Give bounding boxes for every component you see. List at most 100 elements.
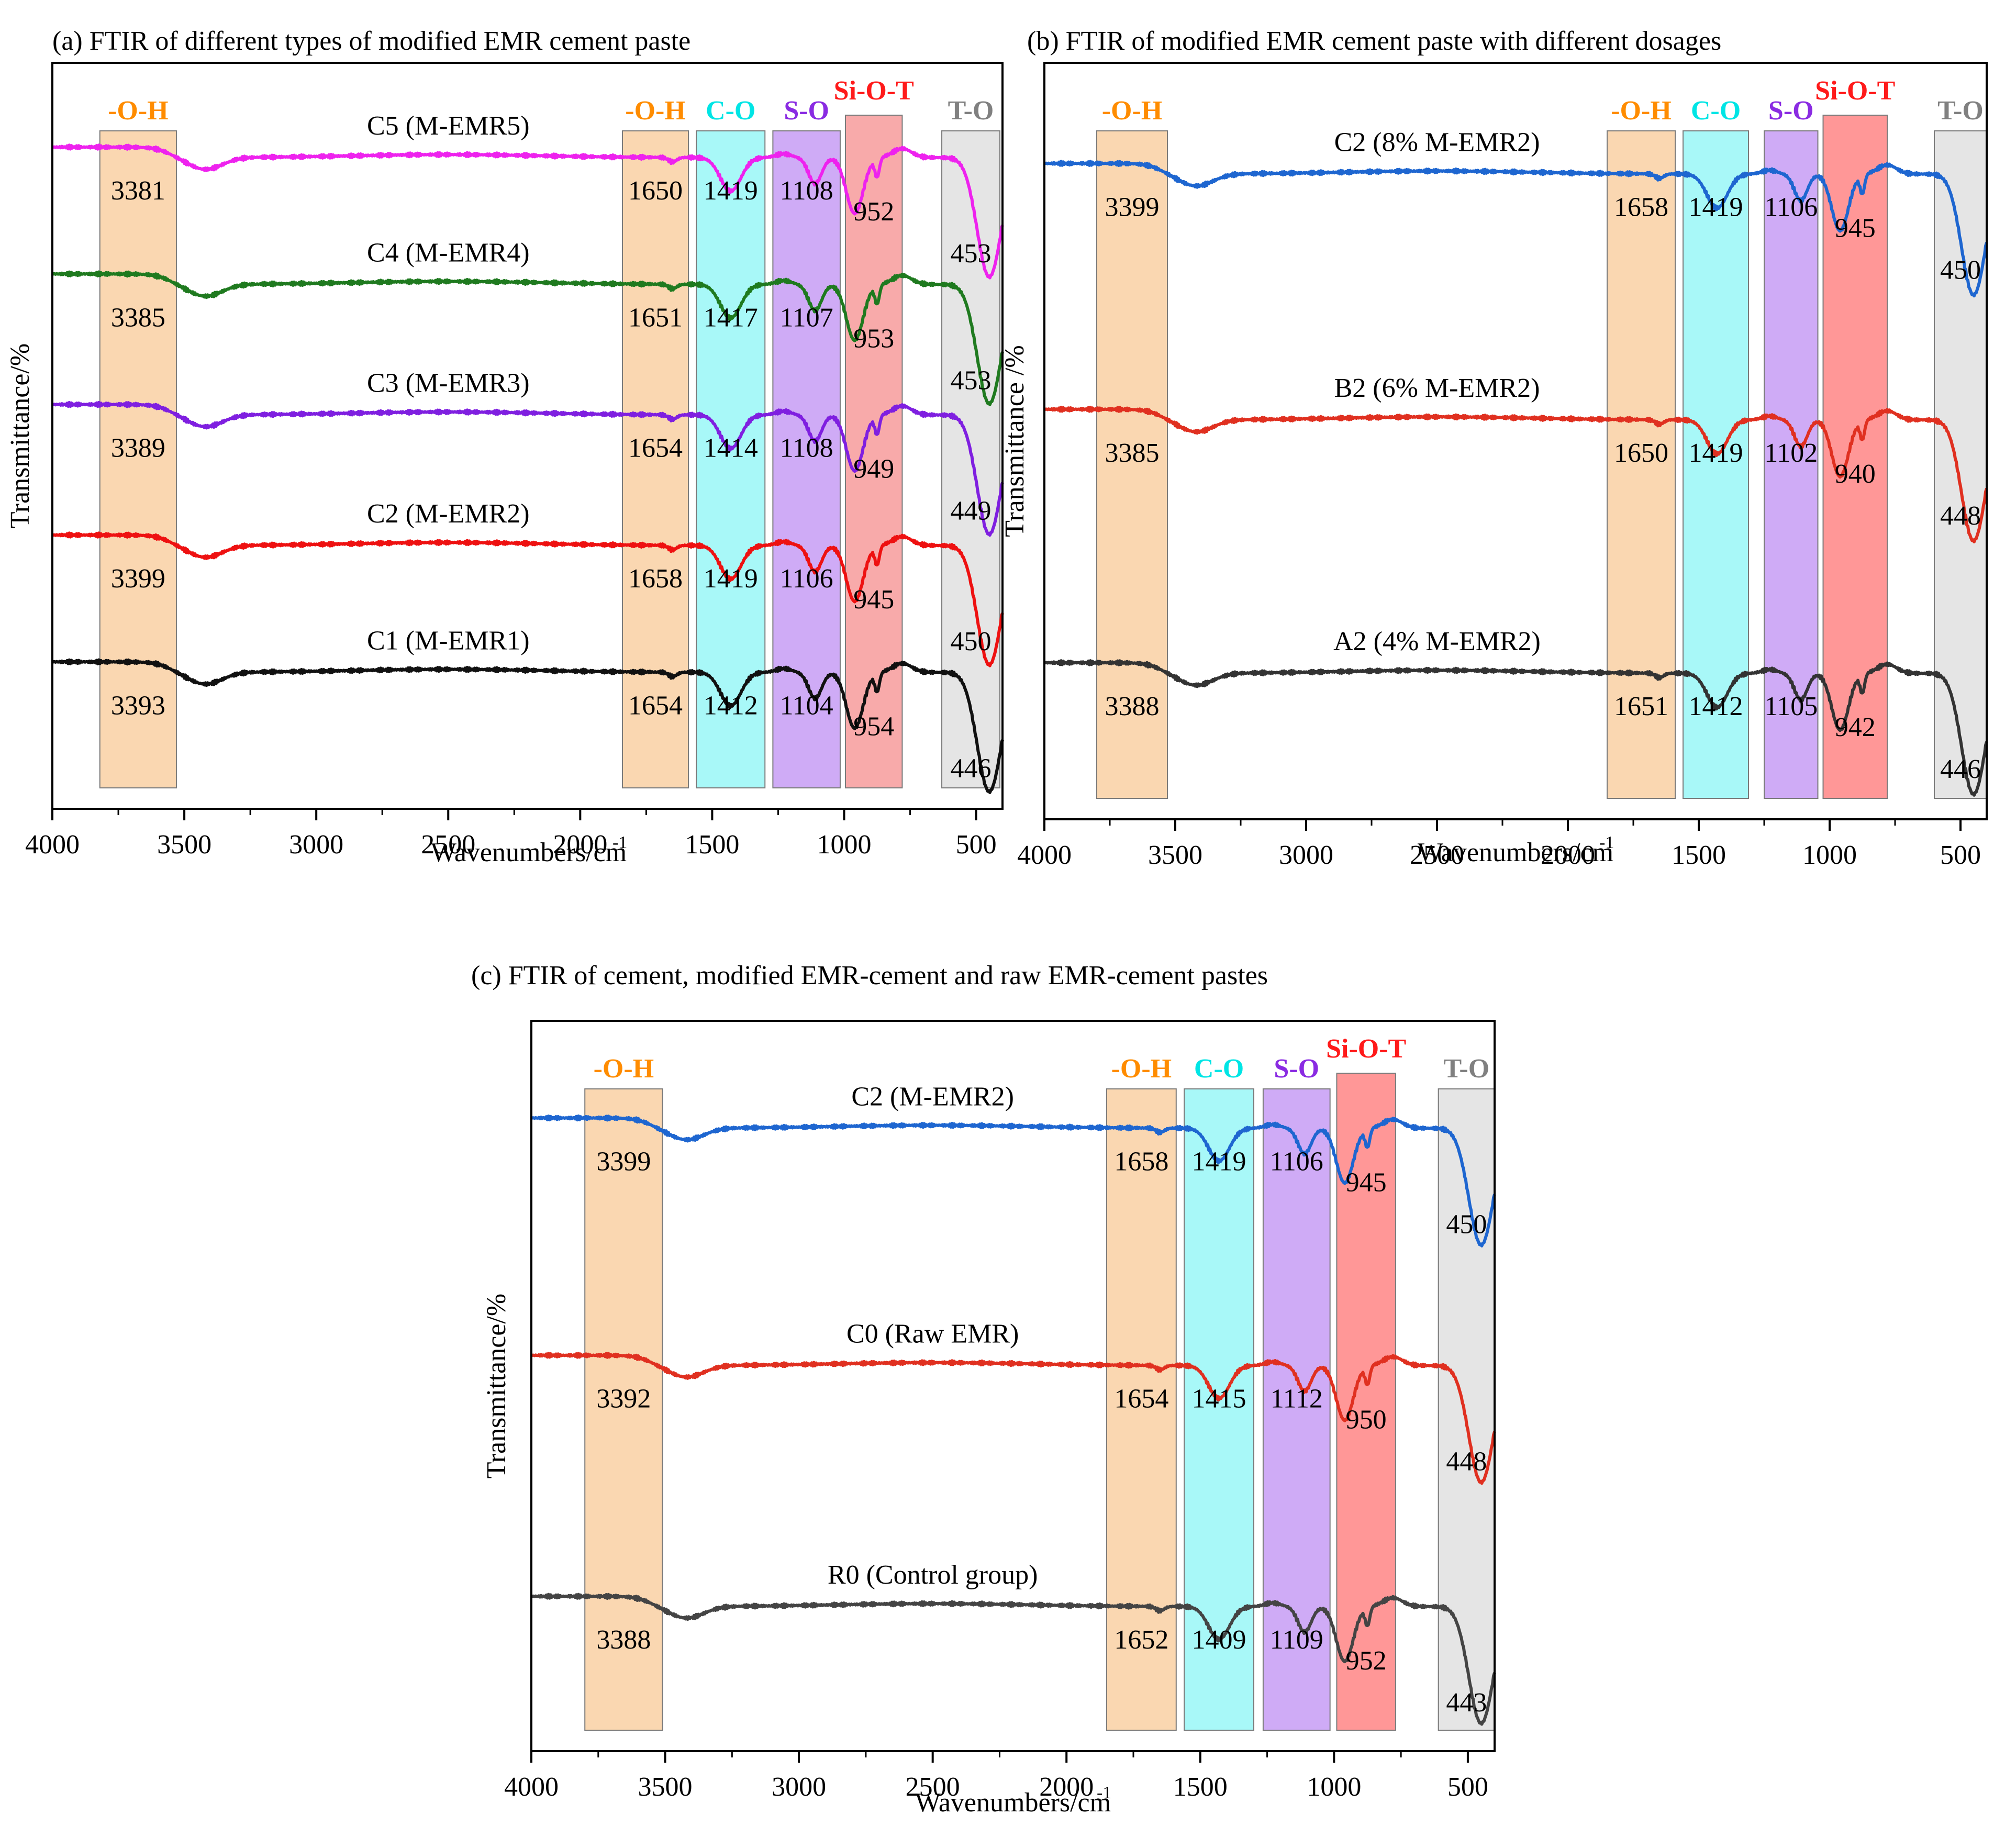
panel-c-chart: -O-H -O-H C-O S-OSi-O-T T-O C2 (M-EMR2) 3399 16…: [471, 961, 1496, 1818]
peak-label-4-5: 446: [951, 753, 992, 783]
x-tick-label-4: 2000: [1541, 840, 1595, 870]
x-tick-label-6: 1000: [817, 830, 872, 860]
panel-a-chart: -O-H -O-H C-O S-OSi-O-T T-O C5 (M-EMR5) 3381 16…: [5, 26, 1004, 867]
peak-label-0-4: 952: [853, 197, 894, 227]
band-co-2: [1184, 1088, 1254, 1731]
band-label-1: -O-H: [625, 96, 686, 126]
y-axis-title: Transmittance/%: [482, 1294, 511, 1478]
band-label-3: S-O: [1274, 1054, 1319, 1084]
x-axis-title: Wavenumbers/cm: [1418, 838, 1613, 867]
y-axis-title: Transmittance /%: [1000, 345, 1030, 537]
x-tick-label-3: 2500: [906, 1772, 960, 1802]
peak-label-1-5: 453: [951, 365, 992, 395]
band-siot-4: [845, 115, 903, 788]
band-label-3: S-O: [1768, 96, 1814, 126]
series-line-2: [1043, 659, 1988, 797]
plot-frame: [51, 62, 1004, 810]
peak-label-0-0: 3399: [596, 1146, 651, 1176]
band-label-4: Si-O-T: [1815, 76, 1895, 106]
peak-label-2-5: 443: [1446, 1688, 1487, 1718]
peak-label-4-4: 954: [853, 711, 894, 741]
peak-label-2-2: 1409: [1192, 1625, 1246, 1655]
band-label-2: C-O: [1691, 96, 1741, 126]
peak-label-1-1: 1651: [628, 303, 683, 332]
series-line-2: [530, 1593, 1496, 1726]
band-label-1: -O-H: [1611, 96, 1672, 126]
peak-label-0-3: 1106: [1270, 1146, 1323, 1176]
peak-label-1-5: 448: [1940, 501, 1981, 531]
x-tick-label-3: 2500: [1410, 840, 1464, 870]
x-axis-title-superscript: -1: [1599, 833, 1614, 852]
peak-label-3-0: 3399: [111, 564, 165, 594]
band-to-5: [1934, 130, 1987, 799]
peak-label-0-1: 1658: [1614, 192, 1668, 222]
band-label-1: -O-H: [1111, 1054, 1172, 1084]
series-label-1: C4 (M-EMR4): [367, 238, 530, 268]
peak-label-0-0: 3399: [1105, 192, 1160, 222]
band-label-0: -O-H: [594, 1054, 654, 1084]
peak-label-2-5: 449: [951, 496, 992, 526]
x-tick-label-1: 3500: [638, 1772, 693, 1802]
peak-label-1-1: 1650: [1614, 438, 1668, 468]
series-line-0: [1043, 160, 1988, 298]
x-tick-label-2: 3000: [1279, 840, 1333, 870]
series-line-0: [530, 1114, 1496, 1248]
peak-label-0-5: 450: [1940, 255, 1981, 285]
series-label-4: C1 (M-EMR1): [367, 626, 530, 655]
series-label-3: C2 (M-EMR2): [367, 499, 530, 529]
panel-b-chart: -O-H -O-H C-O S-OSi-O-T T-O C2 (8% M-EMR2) 339…: [1000, 26, 1988, 870]
peak-label-1-4: 950: [1346, 1405, 1387, 1435]
peak-label-2-3: 1105: [1764, 692, 1818, 721]
peak-label-0-2: 1419: [1192, 1146, 1246, 1176]
series-label-2: R0 (Control group): [828, 1560, 1038, 1590]
x-axis-title: Wavenumbers/cm: [915, 1788, 1111, 1818]
peak-label-4-0: 3393: [111, 691, 165, 720]
peak-label-2-4: 949: [853, 454, 894, 484]
band-oh-0: [99, 130, 177, 788]
peak-label-1-3: 1102: [1764, 438, 1818, 468]
peak-label-4-3: 1104: [780, 691, 833, 720]
peak-label-0-0: 3381: [111, 176, 165, 206]
panel-title: (b) FTIR of modified EMR cement paste wi…: [1027, 26, 1721, 56]
series-label-1: C0 (Raw EMR): [846, 1319, 1019, 1349]
peak-label-1-3: 1107: [780, 303, 833, 332]
band-oh-0: [584, 1088, 663, 1731]
series-line-1: [51, 270, 1004, 406]
series-line-2: [51, 400, 1004, 537]
peak-label-0-2: 1419: [704, 176, 758, 206]
x-tick-label-6: 1000: [1802, 840, 1857, 870]
series-label-2: A2 (4% M-EMR2): [1333, 627, 1541, 656]
x-axis-title-superscript: -1: [1097, 1783, 1111, 1802]
peak-label-1-0: 3385: [111, 303, 165, 332]
band-label-4: Si-O-T: [1326, 1034, 1406, 1064]
peak-label-0-1: 1658: [1114, 1146, 1168, 1176]
peak-label-0-5: 453: [951, 239, 992, 269]
band-oh-1: [1607, 130, 1676, 799]
peak-label-3-5: 450: [951, 627, 992, 656]
band-oh-1: [1106, 1088, 1177, 1731]
band-so-3: [1262, 1088, 1331, 1731]
series-label-0: C2 (8% M-EMR2): [1334, 127, 1540, 157]
x-tick-label-4: 2000: [553, 830, 607, 860]
peak-label-0-4: 945: [1346, 1167, 1387, 1197]
x-tick-label-1: 3500: [1148, 840, 1202, 870]
peak-label-0-3: 1106: [1764, 192, 1818, 222]
series-line-0: [51, 143, 1004, 280]
peak-label-2-4: 942: [1835, 713, 1876, 742]
peak-label-0-2: 1419: [1689, 192, 1743, 222]
peak-label-1-5: 448: [1446, 1447, 1487, 1477]
peak-label-0-4: 945: [1835, 213, 1876, 243]
band-to-5: [1438, 1088, 1496, 1731]
peak-label-1-2: 1417: [704, 303, 758, 332]
peak-label-4-2: 1412: [704, 691, 758, 720]
band-oh-0: [1096, 130, 1168, 799]
plot-frame: [1043, 62, 1988, 820]
x-tick-label-2: 3000: [772, 1772, 826, 1802]
band-oh-1: [622, 130, 689, 788]
peak-label-2-3: 1108: [780, 433, 833, 463]
band-label-4: Si-O-T: [834, 76, 914, 106]
peak-label-1-1: 1654: [1114, 1384, 1168, 1414]
x-tick-label-5: 1500: [1173, 1772, 1228, 1802]
plot-frame: [530, 1020, 1496, 1752]
